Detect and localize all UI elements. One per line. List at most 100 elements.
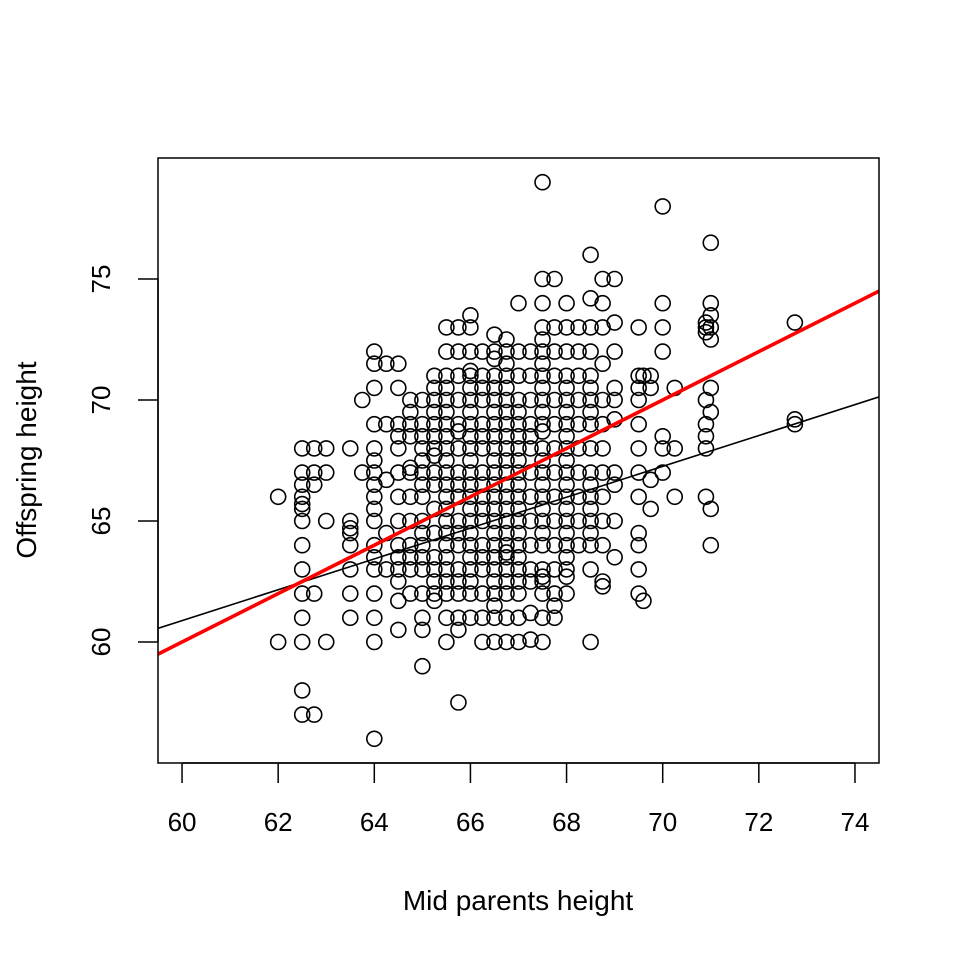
data-point [390,561,407,578]
data-point [534,633,551,651]
data-point [426,585,443,602]
identity-line [158,289,879,656]
data-point [486,561,503,578]
data-point [558,512,575,530]
data-point [474,561,491,578]
data-point [697,415,715,433]
data-point [582,415,599,433]
data-point [697,319,715,336]
data-point [462,476,479,494]
data-point [558,585,575,602]
data-point [498,367,515,385]
data-point [498,440,515,457]
data-point [402,585,419,602]
data-point [378,471,395,489]
data-point [414,427,431,445]
data-point [522,573,539,590]
data-point [438,548,455,566]
data-point [462,391,479,409]
data-point [414,464,431,481]
data-point [786,415,804,433]
data-point [666,440,684,457]
data-point [365,415,383,433]
data-point [450,319,467,336]
data-point [534,464,551,481]
data-point [486,415,503,433]
data-point [402,459,419,477]
data-point [305,706,323,723]
data-point [498,391,515,409]
data-point [630,488,647,506]
data-point [630,536,647,554]
data-point [558,343,575,360]
data-point [414,440,431,457]
data-point [546,464,563,481]
data-point [498,524,515,542]
data-point [510,343,527,360]
data-point [534,367,551,385]
data-point [353,391,371,409]
data-point [702,294,720,312]
y-tick-label: 70 [86,386,116,415]
data-point [402,464,419,481]
data-point [697,427,715,445]
data-point [594,488,611,506]
data-point [635,367,652,385]
data-point [462,319,479,336]
data-point [642,471,659,489]
data-point [654,294,672,312]
data-point [594,319,611,336]
y-tick-label: 60 [86,628,116,657]
data-point [438,561,455,578]
data-point [293,706,311,723]
data-point [582,379,599,397]
data-point [402,403,419,421]
data-point [546,415,563,433]
data-point [522,343,539,360]
data-point [390,548,407,566]
data-point [462,573,479,590]
data-point [654,343,672,360]
data-point [534,173,551,191]
data-point [269,488,287,506]
data-point [365,512,383,530]
data-point [341,524,359,542]
data-point [582,464,599,481]
data-point [534,379,551,397]
data-point [558,464,575,481]
data-point [414,657,431,675]
data-point [462,488,479,506]
data-point [594,573,611,590]
data-point [582,633,599,651]
data-point [378,561,395,578]
data-point [510,464,527,481]
data-point [486,326,503,343]
data-point [353,464,371,481]
data-point [438,633,455,651]
data-point [654,319,672,336]
data-point [702,234,720,251]
data-point [630,524,647,542]
data-point [438,415,455,433]
data-point [594,355,611,373]
data-point [546,512,563,530]
data-point [558,427,575,445]
data-point [305,585,323,602]
data-point [450,573,467,590]
data-point [450,621,467,639]
data-point [546,585,563,602]
data-point [317,512,335,530]
data-point [498,379,515,397]
data-point [498,633,515,651]
data-point [594,270,611,288]
data-point [594,294,611,312]
data-point [534,270,551,288]
x-tick-label: 64 [360,807,389,837]
data-point [522,604,539,622]
data-point [606,512,623,530]
data-point [438,585,455,602]
data-point [426,548,443,566]
data-point [486,548,503,566]
fit-lines [158,289,879,656]
data-point [546,343,563,360]
